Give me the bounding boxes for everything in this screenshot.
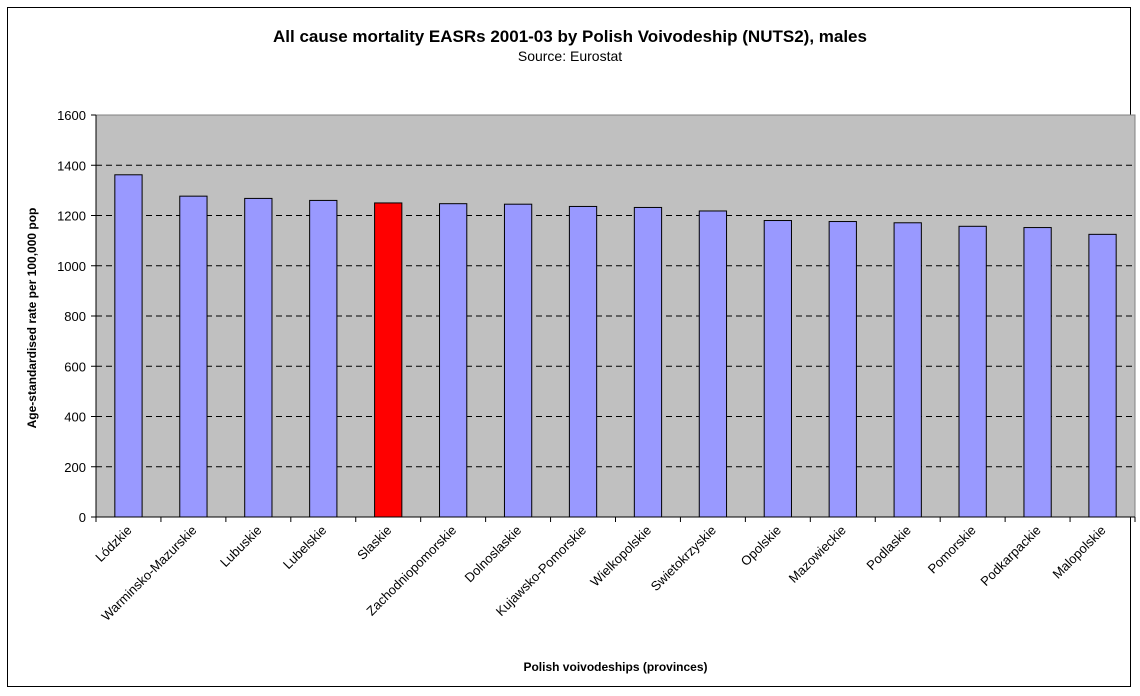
x-tick-label: Lubuskie — [217, 523, 264, 570]
chart-title: All cause mortality EASRs 2001-03 by Pol… — [273, 27, 867, 46]
bar — [179, 195, 208, 518]
bar — [374, 202, 403, 518]
x-tick-label: Dolnoslaskie — [461, 523, 524, 586]
x-tick-label: Swietokrzyskie — [648, 523, 719, 594]
x-tick-label: Lódzkie — [92, 523, 134, 565]
bar — [1088, 233, 1117, 518]
bar — [893, 222, 922, 518]
x-tick-label: Mazowieckie — [786, 523, 849, 586]
y-tick-label: 400 — [64, 410, 86, 425]
bar — [698, 210, 728, 518]
bar — [503, 203, 533, 518]
x-tick-label: Wielkopolskie — [587, 523, 654, 590]
bar — [439, 203, 468, 518]
y-tick-label: 800 — [64, 309, 86, 324]
bar — [568, 205, 598, 518]
bar — [763, 220, 792, 518]
bar — [1023, 227, 1052, 518]
x-tick-label: Podkarpackie — [977, 523, 1043, 589]
y-tick-label: 1000 — [57, 259, 86, 274]
x-tick-label: Opolskie — [738, 523, 784, 569]
x-tick-label: Malopolskie — [1049, 523, 1108, 582]
bar — [958, 225, 987, 518]
bar — [633, 206, 663, 518]
x-axis-label: Polish voivodeships (provinces) — [523, 660, 708, 674]
y-tick-label: 200 — [64, 460, 86, 475]
x-tick-label: Podlaskie — [863, 523, 913, 573]
x-tick-label: Slaskie — [354, 523, 394, 563]
x-tick-label: Lubelskie — [280, 523, 329, 572]
bar — [309, 199, 338, 518]
x-tick-label: Pomorskie — [925, 523, 979, 577]
y-tick-label: 1200 — [57, 209, 86, 224]
bar — [114, 174, 143, 518]
chart-subtitle: Source: Eurostat — [517, 48, 623, 64]
y-tick-label: 1600 — [57, 108, 86, 123]
y-tick-label: 0 — [79, 510, 86, 525]
y-tick-label: 1400 — [57, 158, 86, 173]
bar — [244, 197, 273, 518]
y-tick-label: 600 — [64, 359, 86, 374]
bar — [828, 221, 857, 518]
